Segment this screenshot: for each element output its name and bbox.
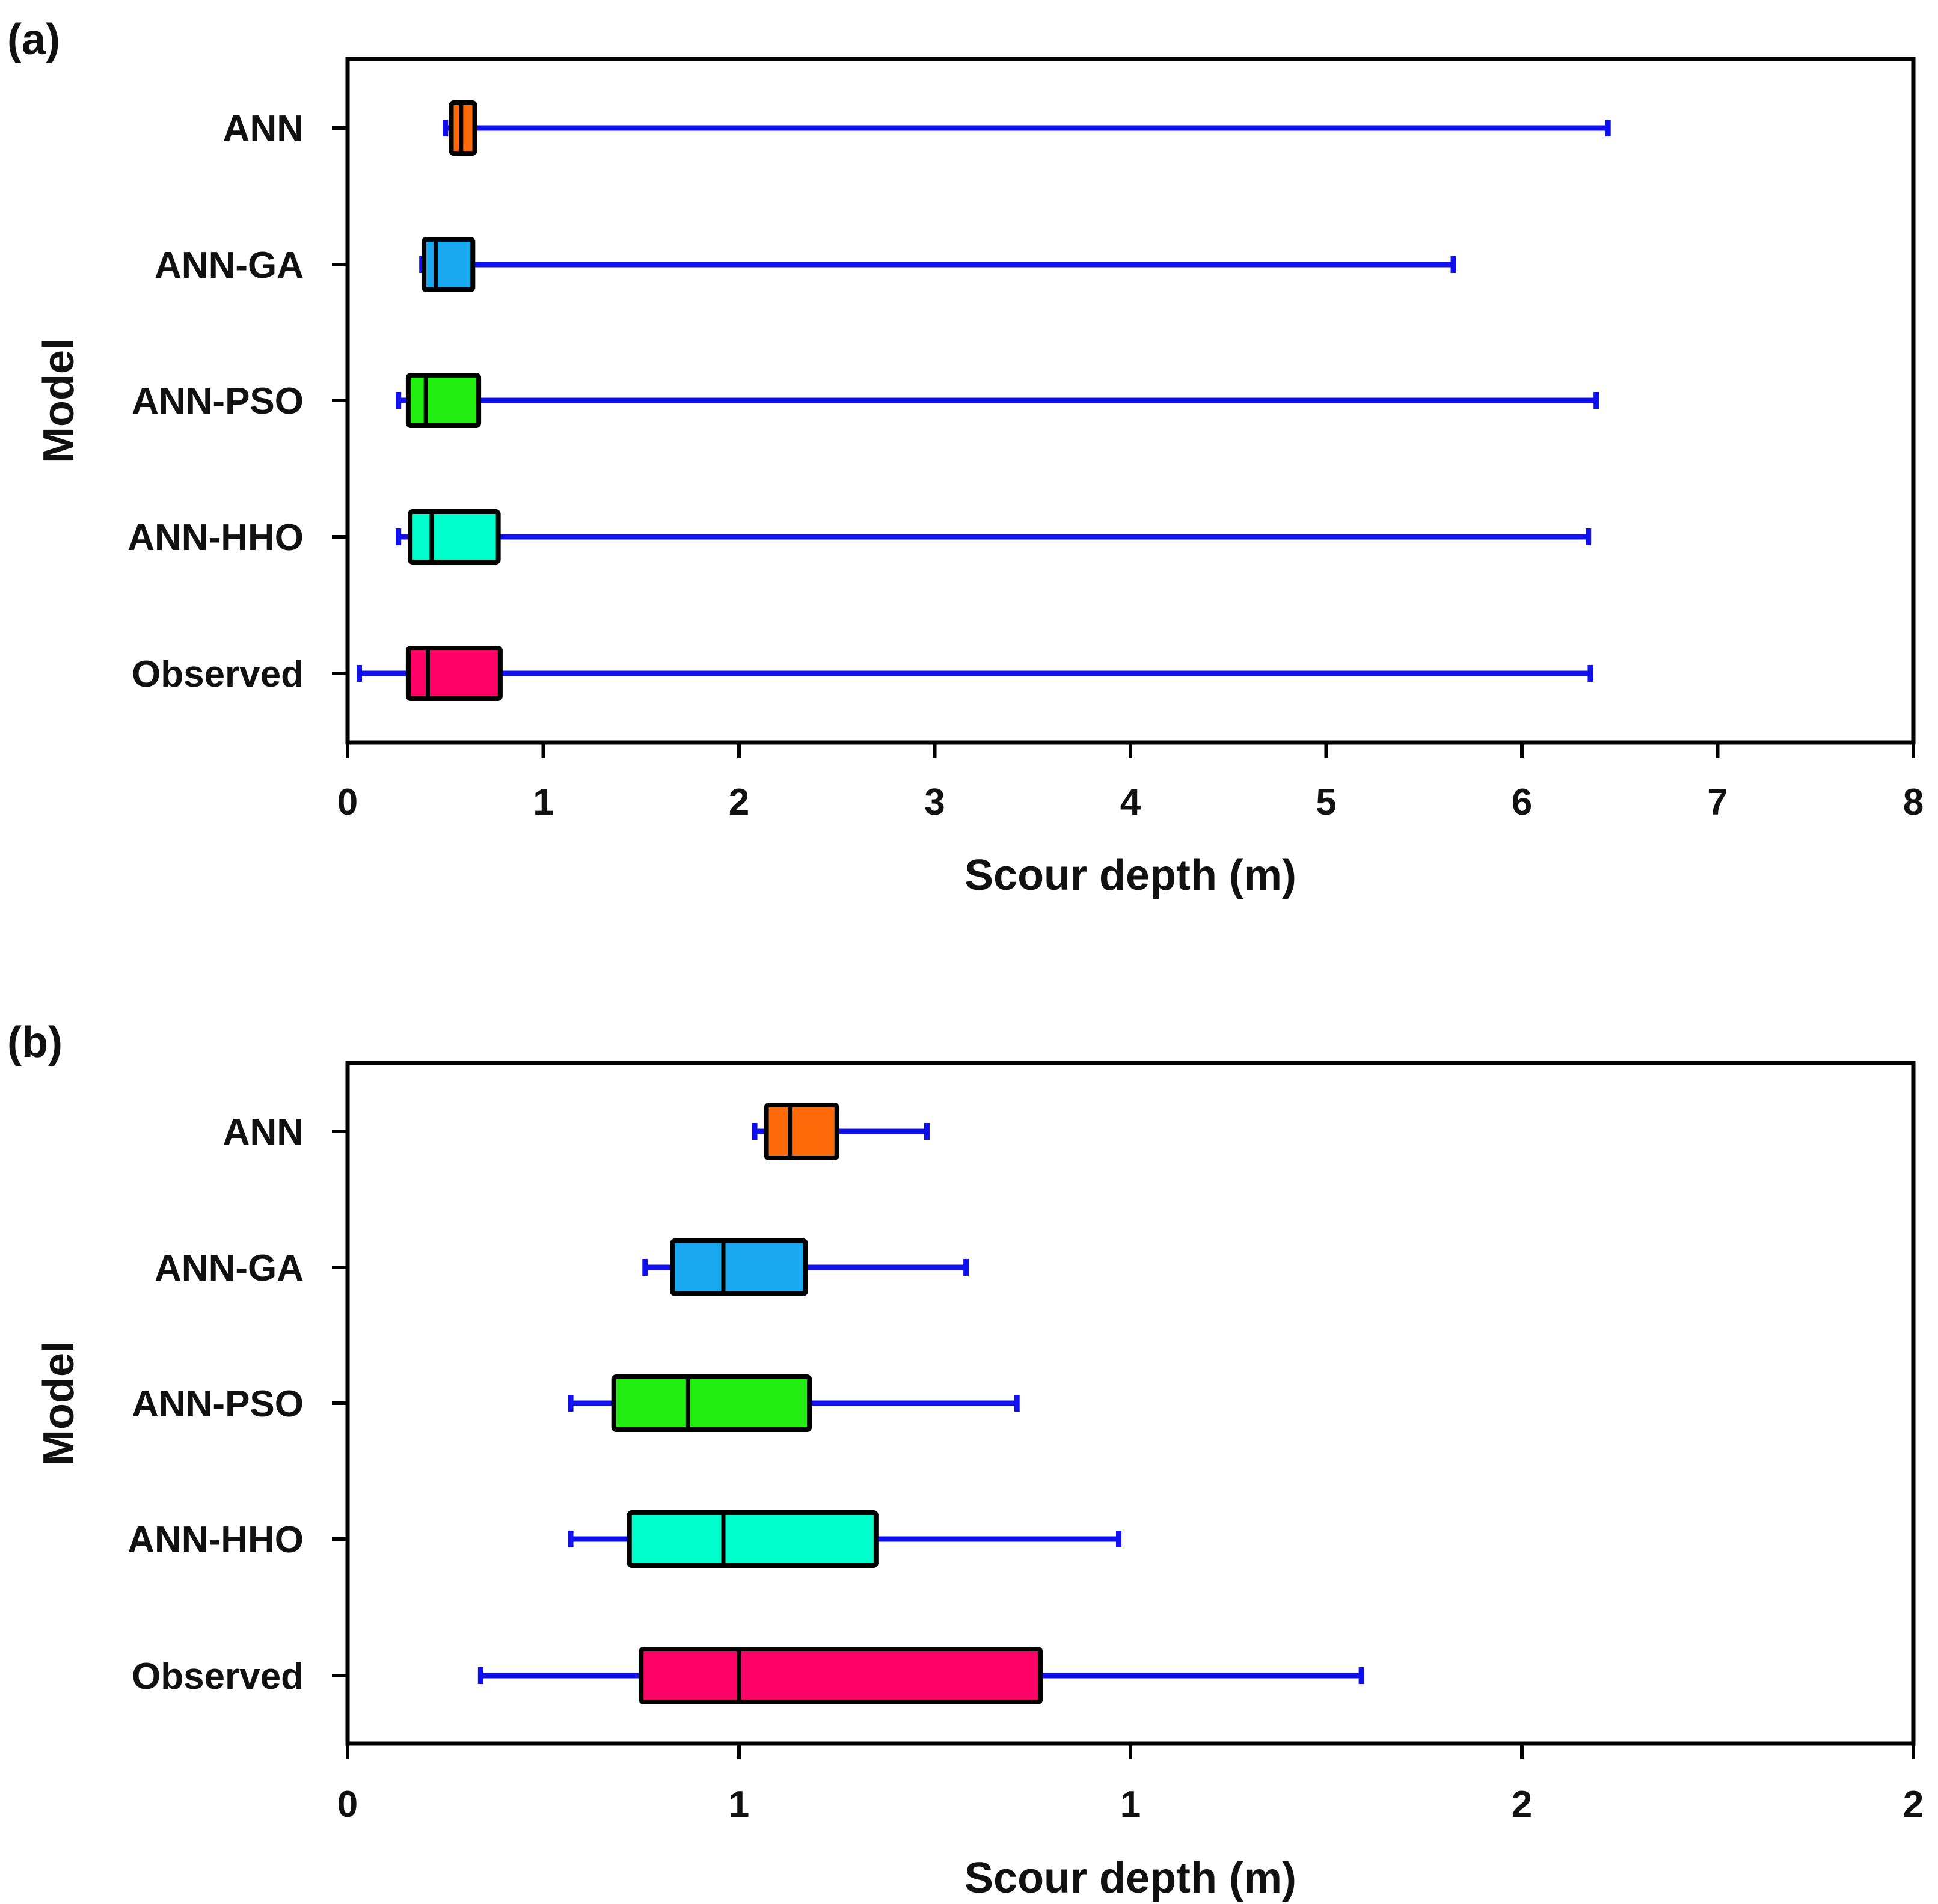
y-category-label: ANN-GA: [155, 1247, 304, 1289]
box-ann-hho: [568, 1510, 1121, 1568]
y-category-label: Observed: [132, 654, 304, 695]
panel-a-y-categories: ANN ANN-GA ANN-PSO ANN-HHO Observed: [127, 108, 348, 695]
panel-b-y-categories: ANN ANN-GA ANN-PSO ANN-HHO Observed: [127, 1112, 348, 1697]
x-tick-label: 0: [337, 782, 358, 823]
panel-a-x-axis-title: Scour depth (m): [964, 851, 1296, 899]
x-tick-label: 2: [1903, 1784, 1924, 1825]
panel-a-x-ticks: 0 1 2 3 4 5 6 7 8: [337, 742, 1924, 823]
x-tick-label: 3: [924, 782, 945, 823]
panel-b-label: (b): [7, 1018, 63, 1067]
iqr-box: [611, 1374, 812, 1432]
panel-a: (a) 0 1 2 3 4 5 6 7 8 ANN ANN-GA ANN-PSO ANN-HHO Obs…: [7, 16, 1924, 899]
box-ann-pso: [568, 1374, 1020, 1432]
x-tick-label: 6: [1512, 782, 1532, 823]
x-tick-label: 0: [337, 1784, 358, 1825]
y-category-label: ANN: [223, 1112, 304, 1153]
y-category-label: ANN-HHO: [127, 1519, 304, 1561]
iqr-box: [670, 1238, 808, 1296]
x-tick-label: 8: [1903, 782, 1924, 823]
x-tick-label: 4: [1120, 782, 1141, 823]
box-ann: [752, 1103, 930, 1160]
x-tick-label: 1: [533, 782, 553, 823]
box-ann-hho: [396, 509, 1592, 565]
box-ann: [443, 100, 1611, 156]
panel-b-boxes: [477, 1103, 1364, 1704]
panel-b-y-axis-title: Model: [35, 1341, 83, 1466]
x-tick-label: 2: [729, 782, 749, 823]
panel-a-boxes: [357, 100, 1611, 701]
panel-a-y-axis-title: Model: [35, 338, 83, 463]
x-tick-label: 2: [1512, 1784, 1532, 1825]
y-category-label: ANN-PSO: [132, 1383, 304, 1425]
x-tick-label: 1: [729, 1784, 749, 1825]
panel-b-x-ticks: 0 1 1 2 2: [337, 1743, 1924, 1825]
y-category-label: ANN: [223, 108, 304, 150]
box-observed: [357, 646, 1593, 701]
y-category-label: Observed: [132, 1656, 304, 1697]
iqr-box: [421, 237, 476, 292]
iqr-box: [627, 1510, 879, 1568]
box-observed: [477, 1647, 1364, 1704]
x-tick-label: 1: [1120, 1784, 1141, 1825]
iqr-box: [405, 373, 482, 428]
iqr-box: [639, 1647, 1043, 1704]
box-ann-ga: [642, 1238, 969, 1296]
panel-a-label: (a): [7, 16, 60, 64]
iqr-box: [405, 646, 503, 701]
box-ann-pso: [396, 373, 1599, 428]
x-tick-label: 5: [1316, 782, 1336, 823]
iqr-box: [408, 509, 501, 565]
box-ann-ga: [419, 237, 1456, 292]
panel-b: (b) 0 1 1 2 2 ANN ANN-GA ANN-PSO ANN-HHO Observe…: [7, 1018, 1924, 1902]
y-category-label: ANN-GA: [155, 245, 304, 286]
x-tick-label: 7: [1707, 782, 1728, 823]
y-category-label: ANN-HHO: [127, 517, 304, 559]
panel-b-x-axis-title: Scour depth (m): [964, 1854, 1296, 1902]
y-category-label: ANN-PSO: [132, 381, 304, 422]
iqr-box: [764, 1103, 839, 1160]
